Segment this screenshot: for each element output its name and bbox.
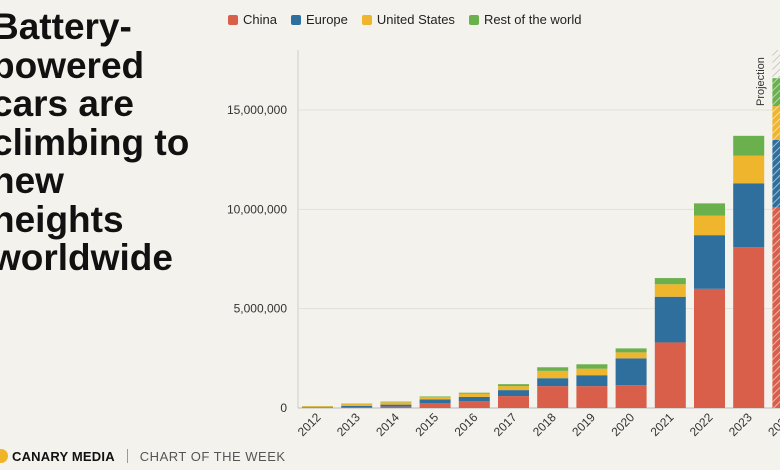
bar-segment-united-states (576, 368, 608, 376)
bar-segment-china (341, 407, 373, 408)
bar-segment-china (380, 406, 412, 408)
bar-segment-united-states (419, 397, 451, 400)
bar-segment-rest-of-the-world (615, 348, 647, 353)
chart-legend: China Europe United States Rest of the w… (228, 12, 581, 27)
x-tick-label: 2018 (530, 410, 559, 439)
bar-segment-rest-of-the-world (733, 135, 765, 156)
headline-line: new heights (0, 160, 124, 240)
bar-segment-europe (694, 235, 725, 289)
x-tick-label: 2022 (687, 410, 716, 439)
bar-segment-rest-of-the-world (537, 367, 569, 371)
bar-segment-rest-of-the-world (498, 384, 529, 387)
brand-name[interactable]: CANARY MEDIA (12, 448, 115, 464)
bar-segment-europe (341, 406, 373, 408)
projection-hatch (772, 207, 780, 408)
headline-line: powered (0, 44, 145, 86)
x-tick-label: 2014 (373, 410, 402, 439)
footer-label: CHART OF THE WEEK (139, 448, 286, 464)
y-axis: 0 5,000,000 10,000,000 15,000,000 (227, 103, 287, 415)
bar-segment-china (615, 385, 647, 408)
bar-segment-europe (733, 183, 765, 248)
x-tick-label: 2024 (765, 410, 780, 439)
x-axis: 2012 2013 2014 2015 2016 2017 2018 2019 2020 2021… (295, 410, 780, 439)
legend-swatch (290, 14, 301, 25)
y-tick-label: 10,000,000 (227, 202, 287, 216)
bar-segment-united-states (537, 370, 569, 379)
bar-segment-china (654, 342, 686, 408)
bar-segment-rest-of-the-world (576, 364, 608, 369)
bar-segment-china (537, 386, 569, 408)
bar-segment-united-states (615, 352, 647, 359)
bar-segment-united-states (380, 402, 412, 405)
legend-item-europe[interactable]: Europe (290, 12, 348, 27)
projection-band: Projection (755, 50, 780, 106)
bar-segment-china (458, 401, 490, 408)
bar-segment-europe (537, 378, 569, 387)
footer: CANARY MEDIA CHART OF THE WEEK (0, 446, 286, 466)
x-tick-label: 2020 (608, 410, 637, 439)
bar-segment-china (576, 386, 608, 408)
bar-segment-europe (419, 399, 451, 404)
projection-hatch (772, 106, 780, 140)
legend-item-united-states[interactable]: United States (361, 12, 455, 27)
bar-segment-united-states (733, 155, 765, 184)
x-tick-label: 2017 (491, 410, 520, 439)
legend-item-china[interactable]: China (228, 12, 277, 27)
bar-segment-rest-of-the-world (654, 278, 686, 285)
bar-segment-china (498, 396, 529, 408)
x-tick-label: 2015 (412, 410, 441, 439)
projection-hatch (772, 139, 780, 208)
bar-segment-united-states (458, 393, 490, 397)
x-tick-label: 2021 (648, 410, 677, 439)
headline-line: climbing to (0, 121, 190, 163)
bar-segment-rest-of-the-world (458, 392, 490, 394)
legend-swatch (228, 14, 238, 25)
bar-segment-rest-of-the-world (419, 396, 451, 398)
legend-label: Rest of the world (483, 12, 582, 27)
y-tick-label: 5,000,000 (234, 302, 288, 316)
bars (302, 78, 780, 408)
bar-segment-united-states (341, 404, 373, 407)
x-tick-label: 2013 (334, 410, 363, 439)
bar-segment-europe (576, 375, 608, 387)
legend-label: United States (376, 12, 455, 27)
projection-band-hatch (772, 50, 780, 79)
projection-hatch (772, 78, 780, 107)
legend-swatch (468, 14, 479, 25)
bar-segment-united-states (654, 284, 686, 297)
legend-swatch (361, 14, 372, 25)
bar-segment-china (419, 403, 451, 408)
bar-segment-rest-of-the-world (694, 203, 725, 216)
y-tick-label: 15,000,000 (227, 103, 287, 117)
x-tick-label: 2012 (295, 410, 324, 439)
bar-segment-united-states (302, 406, 333, 408)
bar-segment-rest-of-the-world (380, 401, 412, 403)
bar-segment-europe (380, 404, 412, 407)
x-tick-label: 2016 (452, 410, 481, 439)
bar-segment-europe (654, 296, 686, 343)
headline-line: cars are (0, 83, 134, 124)
headline-line: worldwide (0, 237, 173, 278)
bar-segment-europe (458, 396, 490, 402)
legend-item-rest-of-world[interactable]: Rest of the world (468, 12, 582, 27)
bar-segment-china (694, 288, 725, 408)
x-tick-label: 2019 (569, 410, 598, 439)
bar-segment-united-states (694, 215, 725, 236)
bar-segment-united-states (498, 386, 529, 391)
legend-label: China (243, 12, 277, 27)
x-tick-label: 2023 (726, 410, 755, 439)
canary-logo-icon (0, 449, 8, 463)
headline: Battery- powered cars are climbing to ne… (0, 6, 192, 278)
y-tick-label: 0 (280, 401, 287, 415)
headline-line: Battery- (0, 6, 132, 47)
legend-label: Europe (305, 12, 348, 27)
footer-divider (126, 449, 128, 463)
projection-label: Projection (755, 57, 767, 106)
bar-segment-europe (615, 358, 647, 386)
bar-segment-europe (498, 390, 529, 397)
bar-segment-china (733, 247, 765, 408)
